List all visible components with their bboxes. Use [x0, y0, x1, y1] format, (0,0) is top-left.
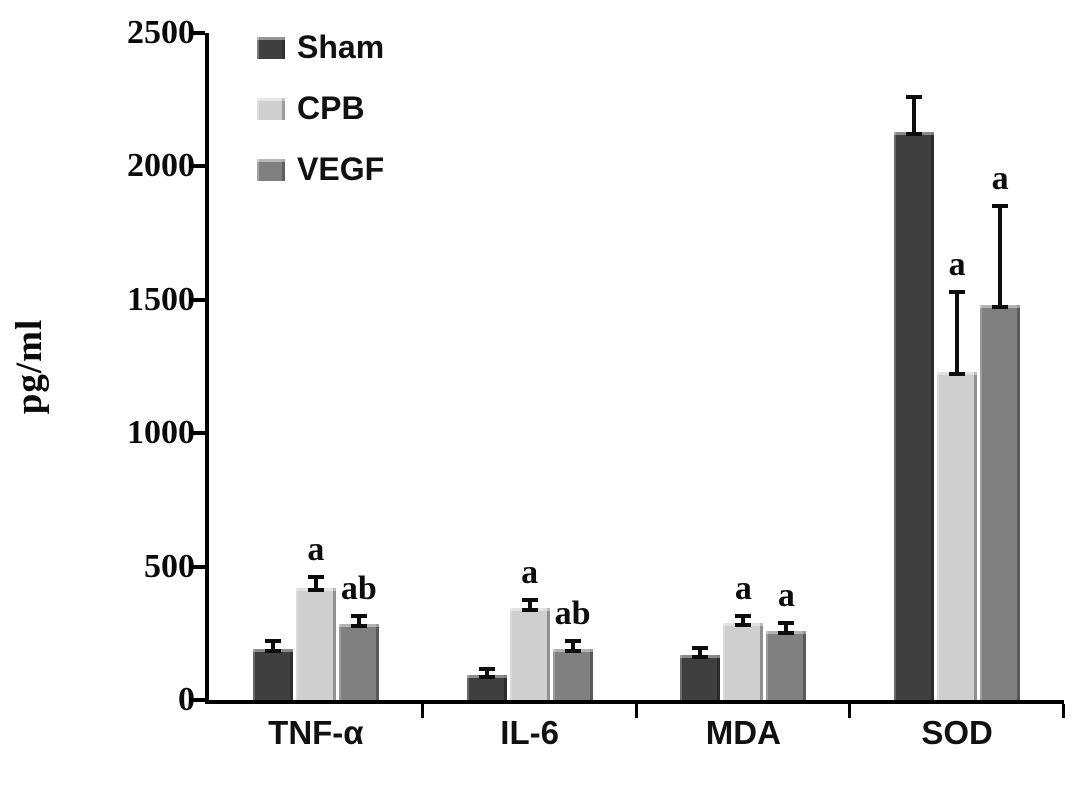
error-bar-cap-top [264, 639, 281, 644]
category-label: MDA [705, 714, 781, 751]
error-bar-cap-top [906, 95, 923, 100]
legend-item-vegf: VEGF [257, 151, 384, 188]
bar-vegf-TNF-α [338, 623, 379, 700]
error-bar-cap-top [692, 645, 709, 650]
bar-sham-SOD [894, 131, 935, 700]
x-axis-category-labels: TNF-α IL-6 MDA SOD [209, 714, 1064, 764]
error-bar-cap-bottom [735, 622, 752, 627]
bar-vegf-MDA [766, 630, 807, 700]
legend-label: VEGF [297, 151, 385, 187]
category-label: SOD [921, 714, 993, 751]
significance-label: a [307, 531, 325, 569]
x-axis-tick-mark [848, 704, 852, 718]
error-bar-cap-bottom [307, 587, 324, 592]
significance-label: a [991, 160, 1009, 198]
significance-label: a [777, 576, 795, 614]
bar-cpb-IL-6 [509, 607, 550, 700]
legend-swatch-sham [257, 36, 285, 59]
bar-cpb-TNF-α [295, 587, 336, 700]
bar-cpb-MDA [723, 622, 764, 700]
y-tick-label: 500 [144, 547, 195, 585]
legend-swatch-cpb [257, 97, 285, 120]
error-bar-cap-bottom [992, 305, 1009, 310]
significance-label: a [734, 569, 752, 607]
y-tick-mark [189, 297, 205, 302]
error-bar-cap-bottom [478, 674, 495, 679]
category-label: IL-6 [500, 714, 559, 751]
y-tick-labels: 0 500 1000 1500 2000 2500 [50, 0, 195, 785]
error-bar-stem [313, 577, 318, 590]
error-bar-stem [356, 615, 361, 626]
y-tick-mark [189, 698, 205, 702]
bar-vegf-SOD [980, 305, 1021, 700]
y-axis-title-text: pg/ml [9, 318, 51, 415]
error-bar-stem [955, 291, 960, 374]
error-bar-cap-top [992, 204, 1009, 209]
legend-item-sham: Sham [257, 29, 384, 66]
category-label: TNF-α [268, 714, 364, 751]
y-tick-mark [189, 564, 205, 569]
legend-swatch-vegf [257, 158, 285, 181]
plot-area: Sham CPB VEGF a ab a ab a a a a [189, 29, 1065, 718]
bar-sham-TNF-α [252, 649, 293, 700]
error-bar-cap-top [478, 667, 495, 672]
bar-cpb-SOD [937, 371, 978, 700]
y-tick-label: 2500 [127, 14, 195, 51]
bar-sham-MDA [680, 654, 721, 700]
bar-vegf-IL-6 [552, 649, 593, 700]
error-bar-stem [741, 615, 746, 625]
error-bar-cap-bottom [564, 649, 581, 654]
x-axis-tick-mark [634, 704, 638, 718]
error-bar-cap-top [735, 613, 752, 618]
x-axis-tick-mark [420, 704, 424, 718]
legend-item-cpb: CPB [257, 90, 384, 127]
y-tick-label: 0 [178, 681, 195, 718]
bar-sham-IL-6 [466, 674, 507, 700]
error-bar-cap-top [564, 639, 581, 644]
error-bar-stem [698, 648, 703, 657]
error-bar-stem [270, 641, 275, 652]
error-bar-cap-bottom [521, 607, 538, 612]
significance-label: a [521, 553, 539, 591]
error-bar-cap-top [521, 597, 538, 602]
y-tick-mark [189, 431, 205, 436]
y-tick-label: 1500 [127, 280, 195, 318]
y-tick-label: 2000 [127, 147, 195, 185]
error-bar-cap-top [778, 620, 795, 625]
error-bar-cap-bottom [692, 654, 709, 659]
error-bar-stem [570, 641, 575, 652]
significance-label: a [948, 245, 966, 283]
error-bar-cap-bottom [778, 630, 795, 635]
y-tick-mark [189, 164, 205, 169]
error-bar-cap-bottom [350, 623, 367, 628]
error-bar-stem [527, 599, 532, 610]
y-axis-title: pg/ml [6, 33, 54, 700]
error-bar-cap-top [350, 613, 367, 618]
y-tick-mark [189, 31, 205, 35]
error-bar-cap-top [307, 575, 324, 580]
x-axis-tick-mark [1062, 704, 1065, 718]
significance-label: ab [340, 569, 377, 607]
legend: Sham CPB VEGF [257, 29, 384, 188]
error-bar-stem [998, 206, 1003, 308]
error-bar-stem [912, 97, 917, 134]
error-bar-stem [484, 669, 489, 677]
significance-label: ab [554, 595, 591, 633]
legend-label: CPB [297, 90, 365, 126]
error-bar-cap-bottom [906, 131, 923, 136]
legend-label: Sham [297, 29, 385, 65]
y-tick-label: 1000 [127, 414, 195, 452]
error-bar-cap-bottom [264, 649, 281, 654]
error-bar-cap-top [949, 289, 966, 294]
error-bar-stem [784, 622, 789, 633]
error-bar-cap-bottom [949, 371, 966, 376]
